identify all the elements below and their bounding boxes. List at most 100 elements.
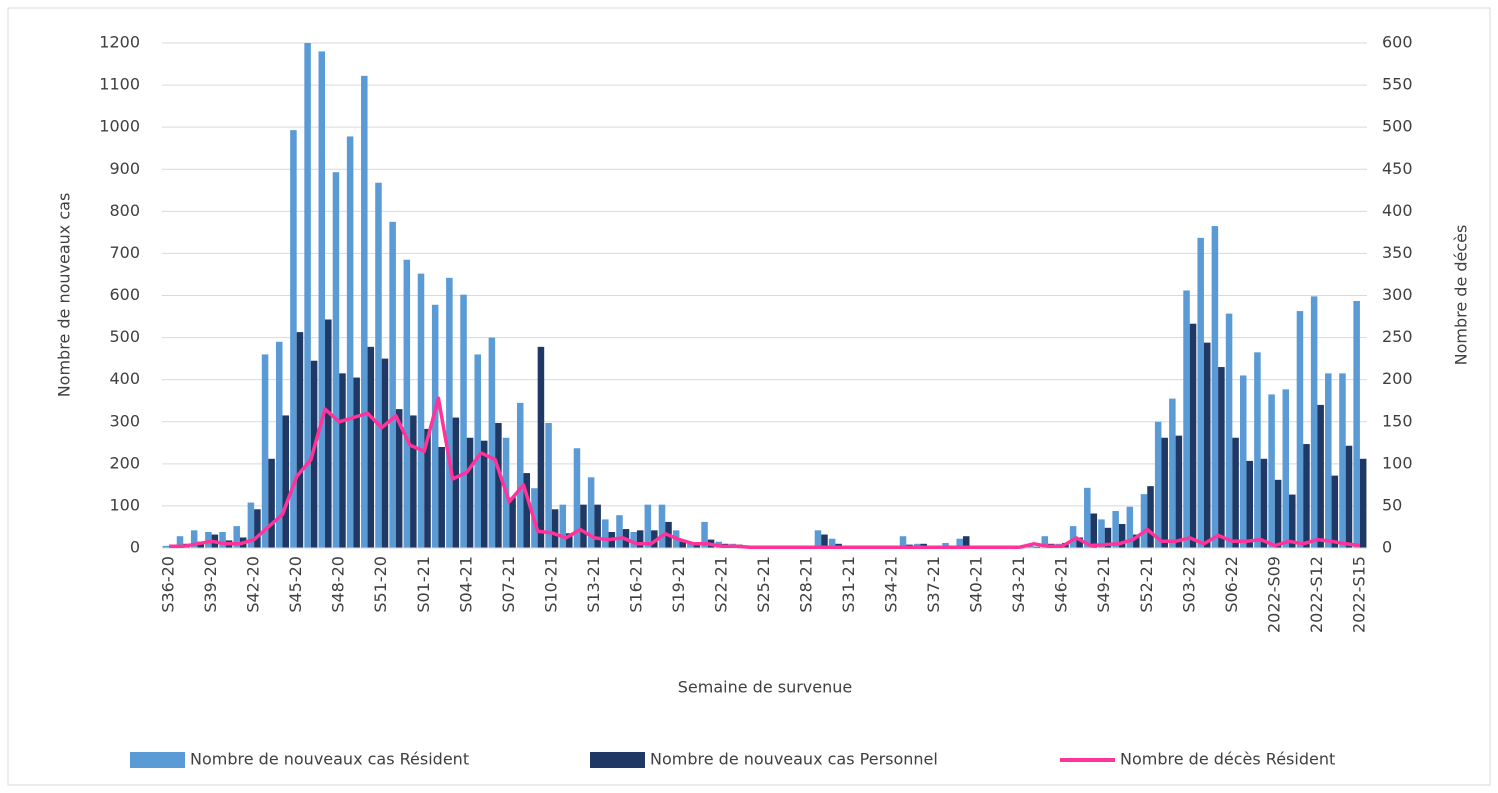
bar — [438, 447, 445, 548]
bar — [332, 172, 340, 548]
bar — [679, 541, 686, 548]
bar — [361, 75, 368, 548]
bar — [1126, 506, 1134, 548]
bar — [573, 448, 581, 548]
legend-swatch — [130, 752, 185, 768]
bar — [381, 358, 389, 548]
bar — [630, 532, 637, 548]
bar — [176, 536, 184, 548]
y2-tick-label: 600 — [1382, 33, 1413, 52]
bar — [339, 373, 346, 548]
bar — [1098, 519, 1105, 548]
bar — [551, 509, 559, 548]
bar — [353, 377, 360, 548]
bar — [962, 536, 970, 548]
bar — [1189, 323, 1197, 548]
bar — [651, 530, 658, 548]
bar — [587, 477, 595, 548]
bar — [488, 337, 496, 548]
bar — [304, 43, 311, 548]
x-axis-title: Semaine de survenue — [678, 678, 852, 697]
y2-axis-title: Nombre de décès — [1452, 225, 1471, 366]
x-tick-label: S37-21 — [924, 556, 943, 613]
bar — [1104, 527, 1112, 548]
bar — [1183, 290, 1190, 548]
bar — [1246, 460, 1254, 548]
bar — [580, 504, 587, 548]
bar — [466, 437, 474, 548]
bar — [516, 402, 524, 548]
x-tick-label: S03-22 — [1179, 556, 1198, 613]
bar — [290, 130, 297, 549]
bar — [268, 458, 275, 548]
bar — [403, 259, 411, 548]
y-tick-label: 0 — [130, 538, 140, 557]
bar — [1084, 487, 1091, 548]
bar — [821, 534, 828, 548]
x-tick-label: S06-22 — [1222, 556, 1241, 613]
y-tick-label: 600 — [109, 285, 140, 304]
y2-tick-label: 50 — [1382, 495, 1402, 514]
bar — [956, 538, 963, 548]
bar — [1232, 437, 1239, 548]
bar — [431, 304, 439, 548]
x-tick-label: S43-21 — [1009, 556, 1028, 613]
x-tick-label: S49-21 — [1094, 556, 1113, 613]
bar — [254, 509, 261, 548]
x-tick-label: S51-20 — [371, 556, 390, 613]
x-tick-label: S10-21 — [541, 556, 560, 613]
bar — [1353, 300, 1360, 548]
bar — [1317, 404, 1324, 548]
y-tick-label: 700 — [109, 243, 140, 262]
bar — [594, 504, 601, 548]
bar — [1041, 536, 1049, 548]
bar — [1147, 486, 1154, 548]
legend-label: Nombre de nouveaux cas Personnel — [650, 750, 938, 769]
bar — [233, 526, 240, 548]
bar — [1133, 534, 1140, 548]
y2-tick-label: 450 — [1382, 159, 1413, 178]
y2-tick-label: 100 — [1382, 453, 1413, 472]
x-tick-label: S46-21 — [1052, 556, 1071, 613]
bar — [899, 536, 907, 548]
bar — [282, 415, 290, 548]
bar — [446, 277, 453, 548]
y-tick-label: 200 — [109, 453, 140, 472]
y-tick-label: 1000 — [99, 117, 140, 136]
bar — [296, 332, 304, 548]
chart-border — [7, 7, 1491, 786]
bar — [687, 543, 694, 548]
legend-label: Nombre de décès Résident — [1120, 750, 1335, 769]
bar — [1169, 398, 1176, 548]
x-tick-label: S28-21 — [797, 556, 816, 613]
bar — [602, 519, 609, 548]
bar — [495, 423, 502, 548]
bar — [318, 51, 326, 549]
x-tick-label: S52-21 — [1137, 556, 1156, 613]
y-tick-label: 300 — [109, 411, 140, 430]
line — [169, 396, 1361, 549]
bar — [828, 538, 836, 548]
x-tick-label: S48-20 — [329, 556, 348, 613]
bar — [1154, 421, 1162, 548]
bar — [1359, 458, 1367, 548]
bar — [452, 417, 460, 548]
bar — [1310, 296, 1318, 548]
bar — [1254, 352, 1261, 548]
bar — [325, 319, 332, 548]
bar — [1211, 226, 1219, 548]
bar — [523, 473, 531, 548]
bar — [701, 521, 708, 548]
y-tick-label: 1200 — [99, 33, 140, 52]
x-tick-label: S07-21 — [499, 556, 518, 613]
bar — [1282, 389, 1290, 548]
bar — [559, 504, 567, 548]
bar — [375, 182, 382, 548]
bar — [1296, 311, 1304, 548]
bar — [474, 354, 481, 548]
x-tick-label: S31-21 — [839, 556, 858, 613]
bar — [636, 530, 644, 548]
bar — [1339, 373, 1346, 548]
bar — [1303, 444, 1310, 548]
